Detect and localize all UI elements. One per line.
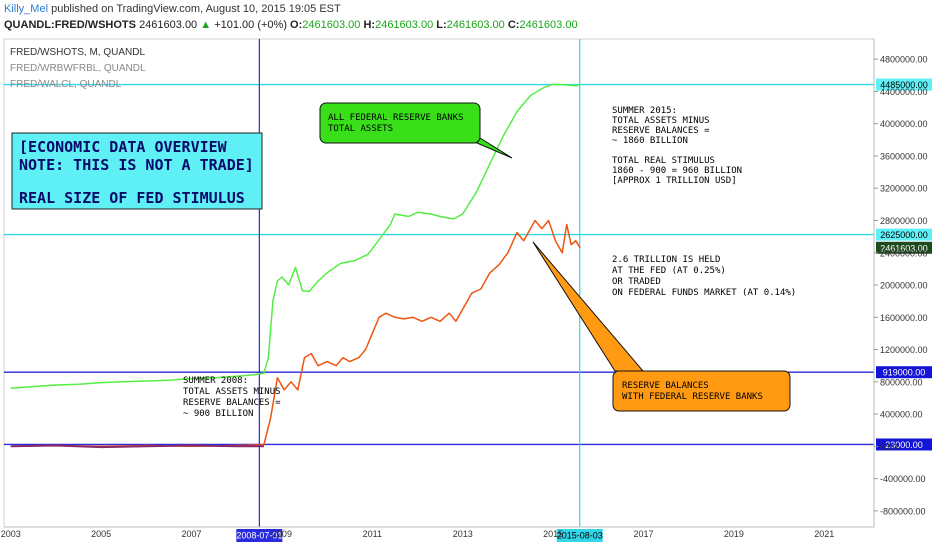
series-line-2[interactable] bbox=[10, 444, 264, 449]
y-tick-label: 3600000.00 bbox=[880, 151, 928, 161]
x-tick-label: 2013 bbox=[453, 529, 473, 539]
y-tick-label: 1200000.00 bbox=[880, 345, 928, 355]
up-arrow-icon: ▲ bbox=[200, 19, 212, 31]
y-tick-label: -800000.00 bbox=[880, 506, 926, 516]
fed-held-text: AT THE FED (AT 0.25%) bbox=[612, 266, 726, 276]
summer-2015-text: RESERVE BALANCES = bbox=[612, 126, 710, 136]
price-change: +101.00 (+0%) bbox=[214, 19, 287, 31]
close-value: 2461603.00 bbox=[519, 19, 578, 31]
stimulus-note-box bbox=[11, 132, 263, 210]
price-badge bbox=[876, 366, 932, 379]
summer-2008-text: TOTAL ASSETS MINUS bbox=[183, 387, 281, 397]
low-label: L: bbox=[436, 19, 447, 31]
series-line-0[interactable] bbox=[10, 83, 581, 390]
current-price-badge bbox=[876, 241, 932, 254]
y-tick-label: 1600000.00 bbox=[880, 313, 928, 323]
date-badge bbox=[556, 529, 603, 542]
stimulus-note-line2: NOTE: THIS IS NOT A TRADE] bbox=[19, 156, 254, 174]
price-badge-label: 23000.00 bbox=[885, 440, 923, 450]
x-tick-label: 2007 bbox=[182, 529, 202, 539]
open-value: 2461603.00 bbox=[302, 19, 361, 31]
current-price-label: 2461603.00 bbox=[880, 243, 928, 253]
quote-line: QUANDL:FRED/WSHOTS 2461603.00 ▲ +101.00 … bbox=[4, 19, 578, 31]
y-tick-label: 2400000.00 bbox=[880, 248, 928, 258]
x-tick-label: 2009 bbox=[272, 529, 292, 539]
price-badge bbox=[876, 78, 932, 91]
reference-lines: 4485000.00 2625000.00 919000.00 23000.00 246… bbox=[4, 39, 932, 542]
summer-2015-text: SUMMER 2015: bbox=[612, 106, 677, 116]
summer-2015-text: TOTAL REAL STIMULUS bbox=[612, 156, 715, 166]
legend-item-wrbwfrbl[interactable]: FRED/WRBWFRBL, QUANDL bbox=[10, 63, 146, 74]
x-tick-label: 2017 bbox=[633, 529, 653, 539]
last-price: 2461603.00 bbox=[139, 19, 198, 31]
price-badge-label: 4485000.00 bbox=[880, 80, 928, 90]
summer-2008-text: SUMMER 2008: bbox=[183, 376, 248, 386]
y-tick-label: 4000000.00 bbox=[880, 119, 928, 129]
summer-2015-text: [APPROX 1 TRILLION USD] bbox=[612, 176, 737, 186]
legend-item-walcl[interactable]: FRED/WALCL, QUANDL bbox=[10, 79, 122, 90]
y-tick-label: 800000.00 bbox=[880, 377, 923, 387]
legend-item-wshots[interactable]: FRED/WSHOTS, M, QUANDL bbox=[10, 47, 146, 58]
symbol-name[interactable]: QUANDL:FRED/WSHOTS bbox=[4, 19, 136, 31]
x-tick-label: 2011 bbox=[363, 529, 382, 539]
date-badge-label: 2015-08-03 bbox=[557, 531, 603, 541]
fed-held-text: ON FEDERAL FUNDS MARKET (AT 0.14%) bbox=[612, 288, 796, 298]
y-tick-label: 3200000.00 bbox=[880, 184, 928, 194]
y-tick-label: 2800000.00 bbox=[880, 216, 928, 226]
date-badge-label: 2008-07-01 bbox=[236, 531, 282, 541]
green-callout-text: ALL FEDERAL RESERVE BANKS bbox=[328, 113, 463, 123]
fed-held-text: 2.6 TRILLION IS HELD bbox=[612, 255, 720, 265]
open-label: O: bbox=[290, 19, 303, 31]
author-link[interactable]: Killy_Mel bbox=[4, 3, 49, 15]
summer-2008-text: ~ 900 BILLION bbox=[183, 409, 253, 419]
y-tick-label: 2000000.00 bbox=[880, 281, 928, 291]
close-label: C: bbox=[507, 19, 520, 31]
y-tick-label: 4400000.00 bbox=[880, 87, 928, 97]
date-badge bbox=[236, 529, 283, 542]
high-label: H: bbox=[363, 19, 376, 31]
orange-callout-text: RESERVE BALANCES bbox=[622, 381, 709, 391]
summer-2015-text: ~ 1860 BILLION bbox=[612, 136, 688, 146]
stimulus-note-line1: [ECONOMIC DATA OVERVIEW bbox=[19, 138, 228, 156]
price-badge-label: 919000.00 bbox=[883, 368, 926, 378]
series-line-1[interactable] bbox=[10, 219, 581, 448]
price-badge-label: 2625000.00 bbox=[880, 230, 928, 240]
green-callout-box bbox=[319, 102, 481, 144]
y-tick-label: 400000.00 bbox=[880, 410, 923, 420]
price-badge bbox=[876, 228, 932, 241]
fed-held-text: OR TRADED bbox=[612, 277, 661, 287]
low-value: 2461603.00 bbox=[446, 19, 505, 31]
x-tick-label: 2003 bbox=[1, 529, 21, 539]
price-badge bbox=[876, 438, 932, 451]
x-tick-label: 2021 bbox=[814, 529, 834, 539]
y-tick-label: -400000.00 bbox=[880, 474, 926, 484]
axes: 4800000.00 4400000.00 4000000.00 3600000.00… bbox=[1, 39, 928, 539]
x-tick-label: 2005 bbox=[91, 529, 111, 539]
stimulus-note-line3: REAL SIZE OF FED STIMULUS bbox=[19, 189, 245, 207]
y-tick-label: 4800000.00 bbox=[880, 55, 928, 65]
y-tick-label: 0.00 bbox=[880, 442, 898, 452]
summer-2015-text: TOTAL ASSETS MINUS bbox=[612, 116, 710, 126]
publish-text: published on TradingView.com, August 10,… bbox=[51, 3, 341, 15]
x-tick-label: 2019 bbox=[724, 529, 744, 539]
x-tick-label: 2015 bbox=[543, 529, 563, 539]
publish-line: Killy_Mel published on TradingView.com, … bbox=[4, 3, 341, 15]
green-callout-text: TOTAL ASSETS bbox=[328, 124, 393, 134]
summer-2015-text: 1860 - 900 = 960 BILLION bbox=[612, 166, 742, 176]
high-value: 2461603.00 bbox=[375, 19, 434, 31]
summer-2008-text: RESERVE BALANCES = bbox=[183, 398, 281, 408]
orange-callout-text: WITH FEDERAL RESERVE BANKS bbox=[622, 392, 763, 402]
header-bar: Killy_Mel published on TradingView.com, … bbox=[0, 0, 932, 38]
orange-callout-box bbox=[612, 370, 791, 412]
